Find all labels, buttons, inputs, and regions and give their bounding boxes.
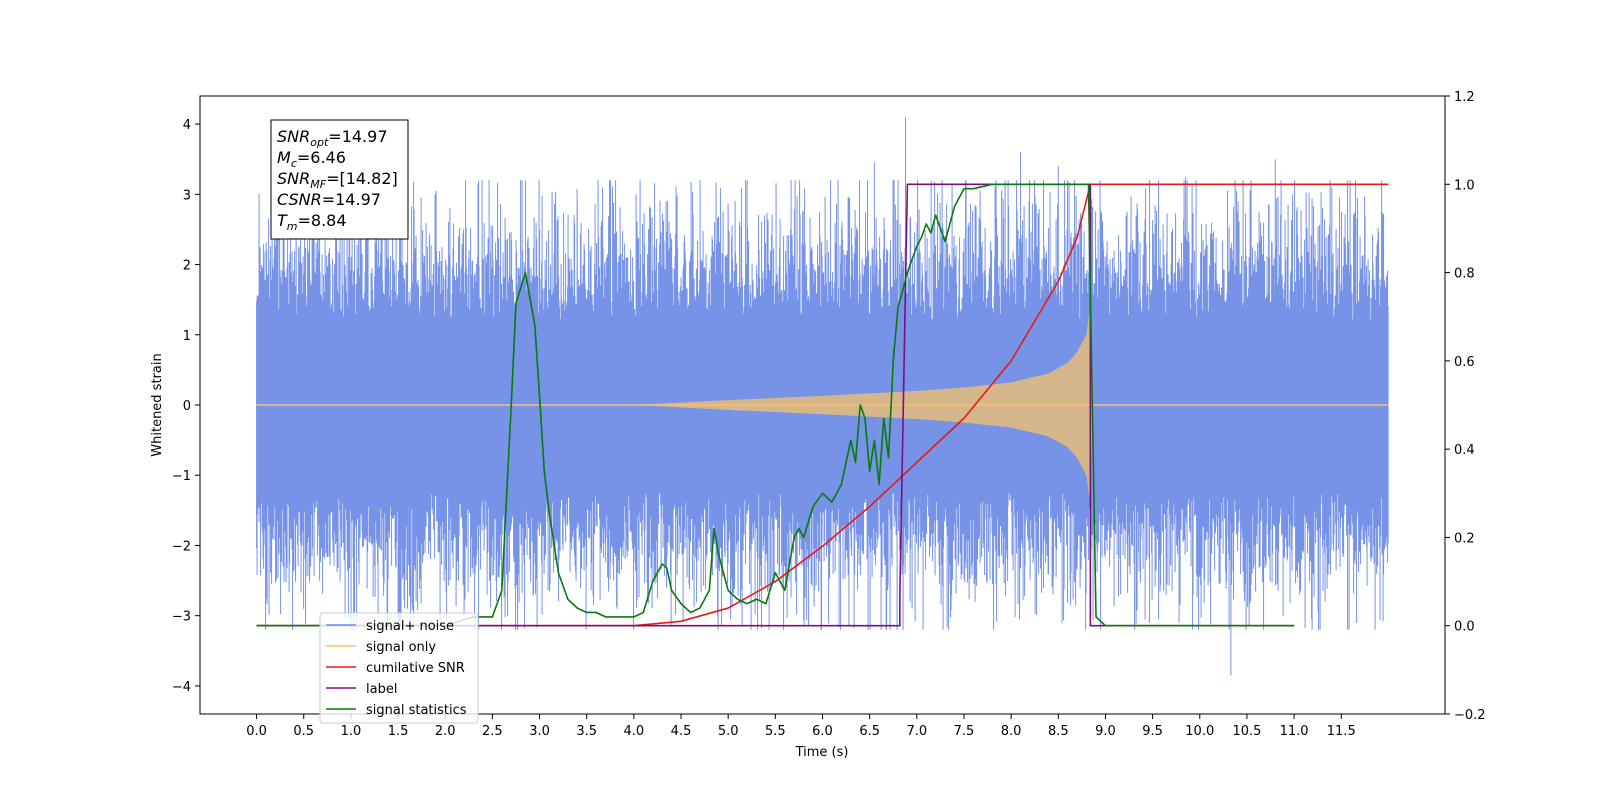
- y-tick-label: −4: [172, 680, 191, 695]
- x-tick-label: 6.0: [812, 724, 833, 739]
- y-tick-label: 2: [183, 259, 191, 274]
- y2-tick-label: 0.4: [1454, 443, 1475, 458]
- y-tick-label: 1: [183, 329, 191, 344]
- y-tick-label: 4: [183, 118, 191, 133]
- legend-label: signal only: [366, 640, 436, 655]
- annotation-line: SNRopt=14.97: [277, 127, 388, 149]
- legend-label: cumilative SNR: [366, 661, 465, 676]
- legend: signal+ noise signal only cumilative SNR la…: [319, 612, 479, 724]
- x-axis: 0.0 0.5 1.0 1.5 2.0 2.5 3.0 3.5 4.0 4.5 5.0 5.5 6.0 6…: [246, 714, 1356, 739]
- y-axis-right: −0.2 0.0 0.2 0.4 0.6 0.8 1.0 1.2: [1445, 90, 1486, 723]
- x-tick-label: 7.0: [906, 724, 927, 739]
- legend-frame: [319, 612, 479, 724]
- annotation-symbol: T: [277, 211, 288, 230]
- annotation-subscript: m: [287, 220, 298, 233]
- y2-tick-label: 1.2: [1454, 90, 1475, 105]
- x-tick-label: 3.0: [529, 724, 550, 739]
- y-axis-label: Whitened strain: [150, 353, 165, 456]
- legend-label: signal+ noise: [366, 619, 454, 634]
- annotation-line: SNRMF=[14.82]: [277, 169, 398, 191]
- legend-label: label: [366, 682, 397, 697]
- y-tick-label: −3: [172, 610, 191, 625]
- annotation-symbol: SNR: [277, 127, 310, 146]
- x-tick-label: 10.0: [1185, 724, 1214, 739]
- x-tick-label: 1.5: [388, 724, 409, 739]
- x-tick-label: 0.5: [293, 724, 314, 739]
- legend-label: signal statistics: [366, 703, 467, 718]
- y-tick-label: 3: [183, 188, 191, 203]
- annotation-box: SNRopt=14.97Mc=6.46SNRMF=[14.82]CSNR=14.…: [270, 119, 409, 240]
- x-tick-label: 9.0: [1095, 724, 1116, 739]
- annotation-value: =6.46: [297, 148, 346, 167]
- annotation-line: CSNR=14.97: [277, 190, 381, 209]
- x-tick-label: 11.0: [1280, 724, 1309, 739]
- x-tick-label: 4.5: [671, 724, 692, 739]
- annotation-value: =14.97: [322, 190, 381, 209]
- y2-tick-label: 0.8: [1454, 267, 1475, 282]
- x-tick-label: 6.5: [859, 724, 880, 739]
- annotation-symbol: M: [277, 148, 291, 167]
- y2-tick-label: 0.0: [1454, 620, 1475, 635]
- series-signal-only: [633, 306, 1093, 504]
- plot-area: [256, 117, 1389, 676]
- annotation-value: =8.84: [298, 211, 347, 230]
- annotation-subscript: c: [291, 157, 297, 170]
- annotation-frame: [270, 119, 409, 240]
- annotation-value: =[14.82]: [326, 169, 398, 188]
- series-signal-statistics: [256, 183, 1295, 627]
- x-tick-label: 8.0: [1001, 724, 1022, 739]
- x-tick-label: 9.5: [1142, 724, 1163, 739]
- x-tick-label: 3.5: [576, 724, 597, 739]
- x-tick-label: 5.0: [718, 724, 739, 739]
- x-tick-label: 8.5: [1048, 724, 1069, 739]
- x-tick-label: 7.5: [954, 724, 975, 739]
- y-tick-label: 0: [183, 399, 191, 414]
- annotation-line: Mc=6.46: [277, 148, 346, 170]
- annotation-value: =14.97: [328, 127, 387, 146]
- y2-tick-label: 0.2: [1454, 531, 1475, 546]
- annotation-subscript: opt: [310, 136, 329, 149]
- y2-tick-label: 0.6: [1454, 355, 1475, 370]
- annotation-line: Tm=8.84: [277, 211, 347, 233]
- x-tick-label: 2.5: [482, 724, 503, 739]
- x-tick-label: 1.0: [341, 724, 362, 739]
- y-axis-left: −4 −3 −2 −1 0 1 2 3 4: [172, 118, 200, 695]
- series-cumulative-snr: [256, 183, 1389, 627]
- x-tick-label: 0.0: [246, 724, 267, 739]
- x-tick-label: 2.0: [435, 724, 456, 739]
- series-label: [256, 183, 1295, 627]
- y-tick-label: −1: [172, 469, 191, 484]
- annotation-subscript: MF: [310, 178, 326, 191]
- x-tick-label: 4.0: [624, 724, 645, 739]
- y-tick-label: −2: [172, 539, 191, 554]
- annotation-symbol: SNR: [277, 169, 310, 188]
- x-axis-label: Time (s): [795, 745, 849, 760]
- annotation-symbol: CSNR: [277, 190, 322, 209]
- x-tick-label: 5.5: [765, 724, 786, 739]
- y2-tick-label: 1.0: [1454, 178, 1475, 193]
- x-tick-label: 10.5: [1232, 724, 1261, 739]
- y2-tick-label: −0.2: [1454, 708, 1486, 723]
- x-tick-label: 11.5: [1327, 724, 1356, 739]
